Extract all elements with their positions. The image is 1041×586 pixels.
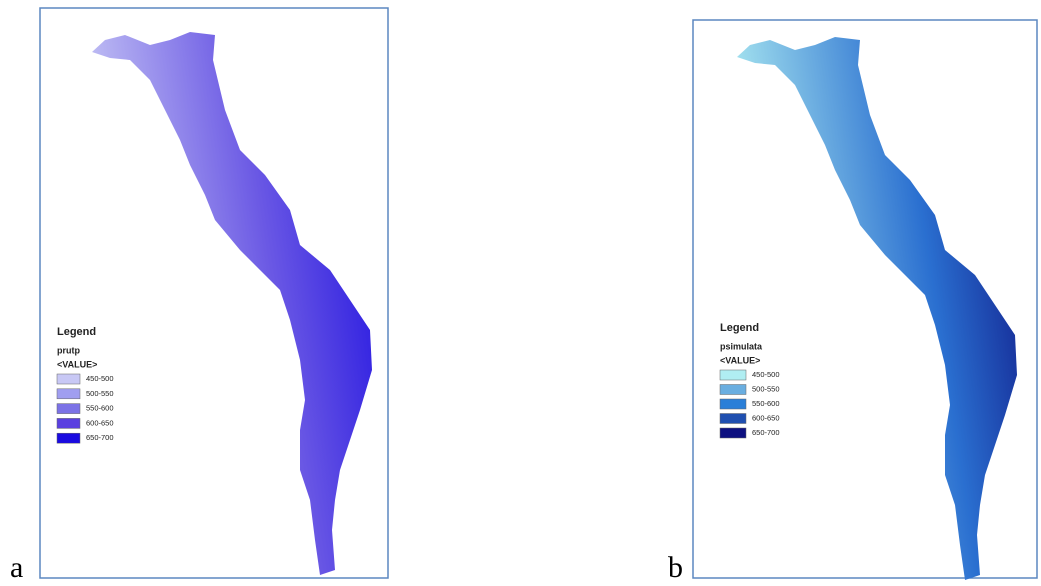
legend-swatch: [719, 384, 747, 395]
panel-label: b: [668, 551, 683, 584]
legend-swatch: [56, 418, 81, 429]
legend-swatch: [719, 398, 747, 410]
legend-label: 500-550: [86, 389, 114, 398]
legend-swatch: [56, 403, 81, 414]
legend-label: 600-650: [752, 413, 780, 422]
legend-swatch: [56, 373, 81, 385]
legend-layer: prutp: [57, 345, 80, 355]
panel-frame: [692, 19, 1038, 579]
legend-swatch: [719, 369, 747, 381]
panel-frame: [39, 7, 389, 579]
panel-label: a: [10, 551, 23, 584]
legend-label: 550-600: [86, 404, 114, 413]
legend-swatch: [56, 388, 81, 400]
legend-label: 450-500: [86, 374, 114, 383]
legend-title: Legend: [57, 326, 96, 338]
legend-swatch: [719, 427, 747, 439]
legend-label: 500-550: [752, 384, 780, 393]
legend-label: 550-600: [752, 399, 780, 408]
legend-label: 450-500: [752, 370, 780, 379]
river-map: [737, 37, 1017, 580]
legend-field: <VALUE>: [57, 359, 97, 369]
legend-label: 600-650: [86, 418, 114, 427]
legend-swatch: [56, 432, 81, 444]
legend-field: <VALUE>: [720, 355, 760, 365]
legend-label: 650-700: [752, 428, 780, 437]
river-map: [92, 32, 372, 575]
legend-swatch: [719, 413, 747, 424]
legend-layer: psimulata: [720, 341, 763, 351]
legend-label: 650-700: [86, 433, 114, 442]
legend-title: Legend: [720, 322, 759, 334]
